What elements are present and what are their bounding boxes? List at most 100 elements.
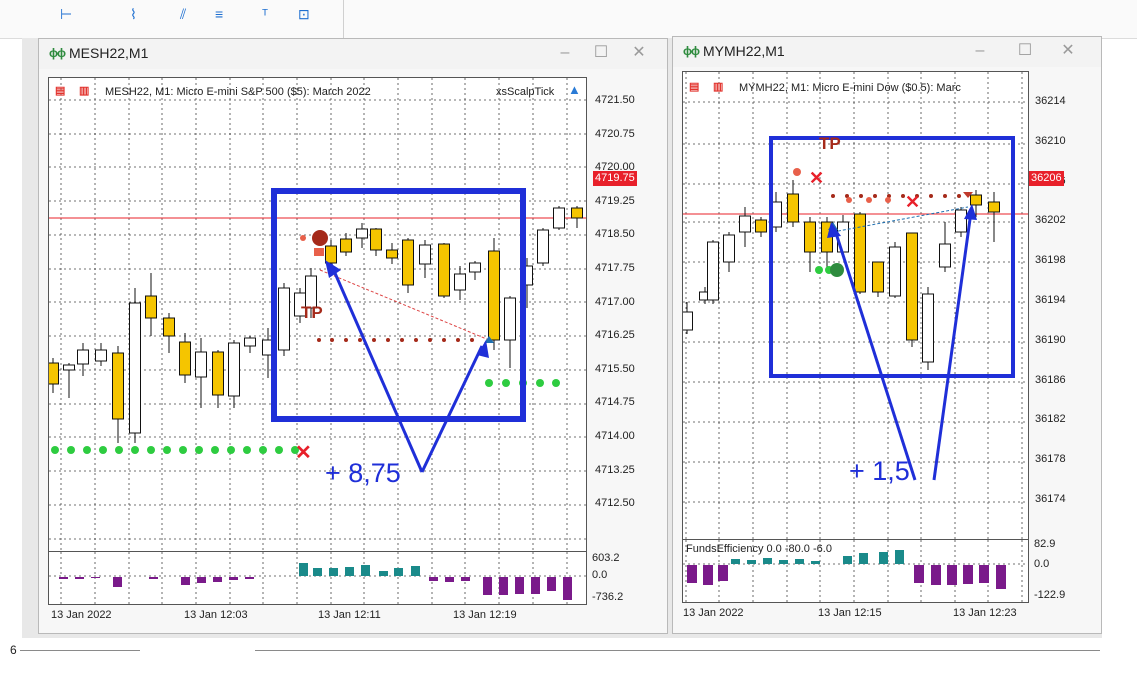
entry-marker xyxy=(314,248,324,256)
price-tick-label: 4716.25 xyxy=(595,329,635,342)
histogram-bar xyxy=(245,577,254,579)
signal-dot xyxy=(243,446,251,454)
price-tick-label: 36178 xyxy=(1035,453,1066,466)
price-tick-label: 4715.50 xyxy=(595,362,635,375)
candle xyxy=(438,243,450,297)
window-titlebar[interactable]: ɸɸ MESH22,M1 – ☐ ✕ xyxy=(39,39,667,69)
price-tick-label: 36186 xyxy=(1035,373,1066,386)
histogram-bar xyxy=(213,577,222,582)
candle xyxy=(179,341,191,376)
price-tick-label: 36190 xyxy=(1035,333,1066,346)
chart-window-mesh22[interactable]: ɸɸ MESH22,M1 – ☐ ✕ ✕ ▤ ▥ MESH22, M1: Mic… xyxy=(38,38,668,634)
histogram-bar xyxy=(996,565,1006,589)
candle xyxy=(95,349,107,362)
price-tick-label: 4713.25 xyxy=(595,463,635,476)
histogram-bar xyxy=(963,565,973,584)
maximize-button[interactable]: ☐ xyxy=(593,44,609,61)
histogram-bar xyxy=(879,552,888,564)
histogram-bar xyxy=(779,560,788,564)
candle xyxy=(244,337,256,347)
minimize-button[interactable]: – xyxy=(560,44,570,61)
histogram-bar xyxy=(547,577,556,591)
signal-dot xyxy=(400,338,404,342)
arrowhead xyxy=(325,260,341,278)
indicator-list-icon[interactable]: ▤ xyxy=(689,81,700,93)
sub-axis-max: 82.9 xyxy=(1034,538,1056,550)
cross-icon: ✕ xyxy=(809,168,824,188)
signal-dot xyxy=(957,194,961,198)
signal-dot xyxy=(372,338,376,342)
signal-icon xyxy=(830,263,844,277)
price-tick-label: 4719.25 xyxy=(595,194,635,207)
window-title: MYMH22,M1 xyxy=(703,43,785,59)
toolbar-fork-icon[interactable]: ⌇ xyxy=(130,6,137,22)
window-titlebar[interactable]: ɸɸ MYMH22,M1 – ☐ ✕ xyxy=(673,37,1101,67)
histogram-bar xyxy=(197,577,206,583)
funds-efficiency-subwindow[interactable]: FundsEfficiency 0.0 -80.0 -6.0 xyxy=(682,539,1029,603)
candle xyxy=(454,273,466,291)
minimize-button[interactable]: – xyxy=(975,42,985,59)
toolbar-channel-icon[interactable]: ⫽ xyxy=(180,6,187,22)
arrowhead xyxy=(827,222,841,238)
time-label: 13 Jan 2022 xyxy=(51,609,112,621)
price-chart[interactable]: ✕ ▤ ▥ MESH22, M1: Micro E-mini S&P 500 (… xyxy=(48,77,587,553)
toolbar-fibo-icon[interactable]: ≡ xyxy=(215,6,224,22)
toolbar-line-icon[interactable]: ⊢ xyxy=(60,6,73,22)
candle xyxy=(112,352,124,420)
chart-window-mymh22[interactable]: ɸɸ MYMH22,M1 – ☐ ✕ ✕ ✕ ▤ ▥ MYMH22, M1: Mi… xyxy=(672,36,1102,634)
signal-dot xyxy=(456,338,460,342)
candle xyxy=(854,213,866,293)
entry-icon xyxy=(312,230,328,246)
histogram-bar xyxy=(445,577,454,582)
signal-dot xyxy=(845,194,849,198)
price-tick-label: 36182 xyxy=(1035,413,1066,426)
time-label: 13 Jan 2022 xyxy=(683,607,744,619)
bottom-tab[interactable] xyxy=(255,650,1100,657)
histogram-bar xyxy=(843,556,852,564)
chart-type-icon[interactable]: ▥ xyxy=(713,81,724,93)
histogram-bar xyxy=(181,577,190,585)
candle xyxy=(939,243,951,268)
toolbar-shapes-icon[interactable]: ⊡ xyxy=(298,6,310,22)
sub-axis-zero: 0.0 xyxy=(592,569,608,581)
signal-dot xyxy=(793,168,801,176)
histogram-bar xyxy=(461,577,470,581)
candle xyxy=(163,317,175,337)
close-button[interactable]: ✕ xyxy=(1061,42,1075,59)
exit-arrow xyxy=(484,336,494,343)
chart-header: MESH22, M1: Micro E-mini S&P 500 ($5): M… xyxy=(105,86,371,98)
arrowhead xyxy=(964,204,977,220)
candle xyxy=(305,275,317,309)
histogram-bar xyxy=(718,565,728,581)
graduation-cap-icon[interactable]: ▲ xyxy=(568,82,581,97)
candle xyxy=(906,232,918,341)
toolbar-text-icon[interactable]: ᵀ xyxy=(262,6,269,22)
maximize-button[interactable]: ☐ xyxy=(1017,42,1033,59)
indicator-list-icon[interactable]: ▤ xyxy=(55,85,66,97)
signal-dot xyxy=(915,194,919,198)
histogram-bar xyxy=(979,565,989,583)
oscillator-subwindow[interactable] xyxy=(48,551,587,605)
sub-axis-min: -736.2 xyxy=(592,591,624,603)
candle xyxy=(988,201,1000,213)
chart-type-icon[interactable]: ▥ xyxy=(79,85,90,97)
toolbar-separator xyxy=(343,0,344,38)
histogram-bar xyxy=(763,558,772,564)
time-label: 13 Jan 12:03 xyxy=(184,609,248,621)
bottom-tab[interactable] xyxy=(20,650,140,657)
histogram-bar xyxy=(811,561,820,564)
price-chart[interactable]: ✕ ✕ ▤ ▥ MYMH22, M1: Micro E-mini Dow ($0.… xyxy=(682,71,1029,541)
sub-axis-min: -122.9 xyxy=(1034,589,1066,601)
signal-dot xyxy=(51,446,59,454)
candle xyxy=(787,193,799,223)
close-button[interactable]: ✕ xyxy=(632,44,646,61)
price-tick-label: 4717.00 xyxy=(595,295,635,308)
signal-dot xyxy=(866,197,872,203)
candle xyxy=(77,349,89,365)
signal-dot xyxy=(195,446,203,454)
signal-dot xyxy=(147,446,155,454)
histogram-bar xyxy=(703,565,713,585)
candle xyxy=(872,261,884,293)
price-tick-label: 4714.75 xyxy=(595,396,635,409)
candle xyxy=(804,221,816,253)
